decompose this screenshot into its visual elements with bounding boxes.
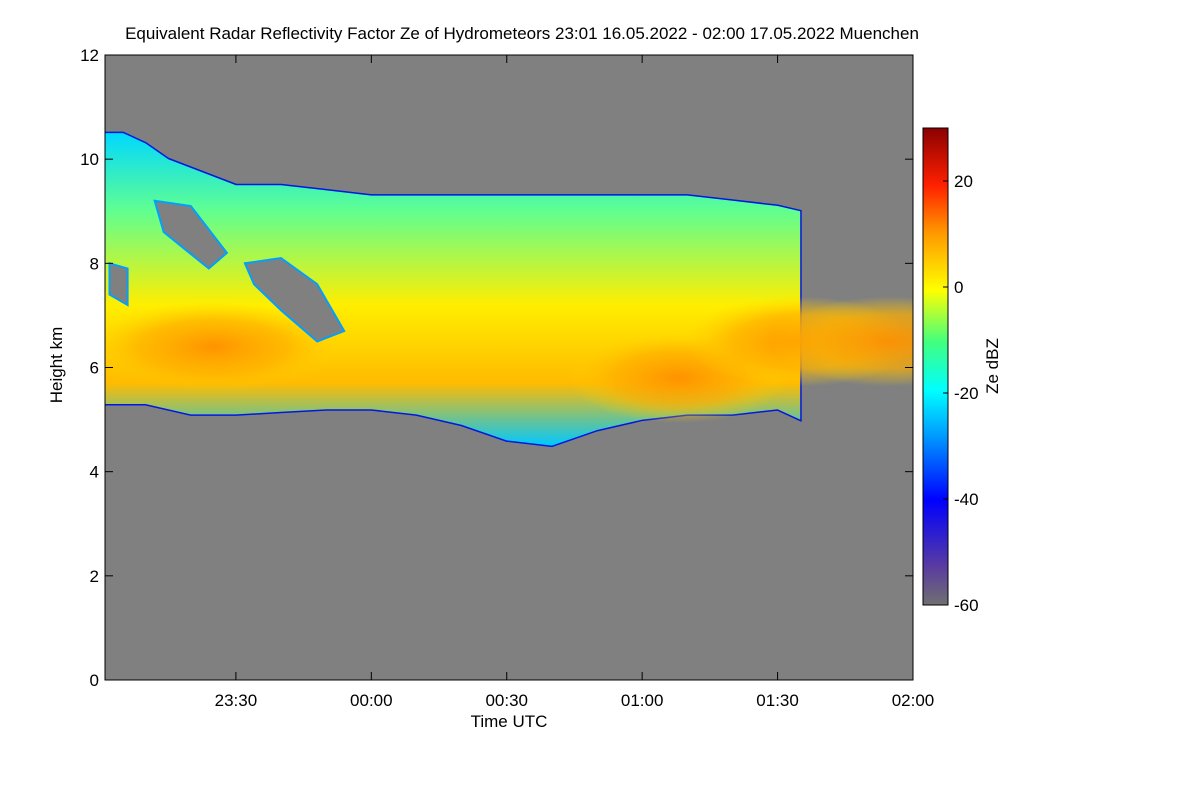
x-tick-label: 02:00: [892, 691, 935, 710]
x-tick-label: 01:00: [621, 691, 664, 710]
y-tick-label: 6: [90, 359, 99, 378]
y-tick-label: 8: [90, 254, 99, 273]
y-axis-label: Height km: [47, 327, 66, 404]
y-tick-label: 10: [80, 150, 99, 169]
x-tick-label: 00:00: [350, 691, 393, 710]
reflectivity-core: [105, 301, 339, 392]
x-tick-label: 23:30: [215, 691, 258, 710]
colorbar-tick-label: -20: [954, 384, 979, 403]
reflectivity-core: [770, 296, 913, 387]
x-tick-label: 00:30: [485, 691, 528, 710]
y-tick-label: 0: [90, 671, 99, 690]
clear-air-gap: [153, 199, 229, 270]
x-tick-label: 01:30: [756, 691, 799, 710]
colorbar-scale: [922, 127, 949, 606]
colorbar: -60 -40 -20 0 20 Ze dBZ: [922, 127, 1002, 615]
y-tick-label: 4: [90, 463, 99, 482]
y-axis: 0 2 4 6 8 10 12: [80, 46, 913, 690]
x-axis-label: Time UTC: [471, 712, 548, 731]
colorbar-tick-label: 0: [954, 278, 963, 297]
y-tick-label: 12: [80, 46, 99, 65]
clear-air-gap: [108, 261, 129, 307]
colorbar-tick-label: -60: [954, 596, 979, 615]
chart-title: Equivalent Radar Reflectivity Factor Ze …: [125, 24, 919, 43]
colorbar-label: Ze dBZ: [983, 338, 1002, 394]
colorbar-tick-label: 20: [954, 172, 973, 191]
colorbar-tick-label: -40: [954, 490, 979, 509]
clear-air-gap: [243, 257, 346, 343]
y-tick-label: 2: [90, 567, 99, 586]
x-axis: 23:30 00:00 00:30 01:00 01:30 02:00: [215, 55, 935, 710]
